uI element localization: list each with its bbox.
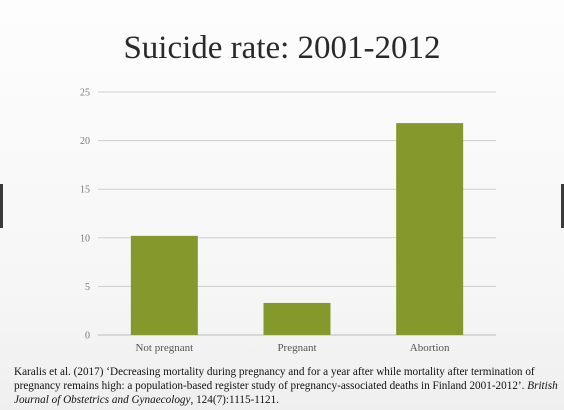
x-category-label: Pregnant — [277, 342, 316, 354]
bar-not-pregnant — [130, 235, 198, 335]
y-tick-label: 25 — [80, 88, 90, 99]
citation-text: Karalis et al. (2017) ‘Decreasing mortal… — [14, 366, 535, 392]
y-tick-label: 5 — [85, 282, 90, 293]
citation: Karalis et al. (2017) ‘Decreasing mortal… — [14, 365, 559, 409]
citation-journal: British Journal of Obstetrics and Gynaec… — [14, 380, 558, 406]
chart-title: Suicide rate: 2001-2012 — [123, 30, 441, 66]
right-edge-marker — [561, 184, 564, 228]
x-category-label: Abortion — [410, 342, 450, 354]
y-tick-label: 20 — [80, 136, 90, 147]
x-category-label: Not pregnant — [135, 342, 193, 354]
y-tick-label: 0 — [85, 331, 90, 342]
y-tick-label: 10 — [80, 233, 90, 244]
citation-text-end: , 124(7):1115-1121. — [190, 394, 280, 406]
y-tick-label: 15 — [80, 185, 90, 196]
bar-chart: 0 5 10 15 20 25 Not pregnant Pregnant Abortion — [80, 88, 496, 354]
bar-abortion — [396, 123, 464, 335]
left-edge-marker — [0, 184, 3, 228]
bar-pregnant — [263, 302, 331, 335]
